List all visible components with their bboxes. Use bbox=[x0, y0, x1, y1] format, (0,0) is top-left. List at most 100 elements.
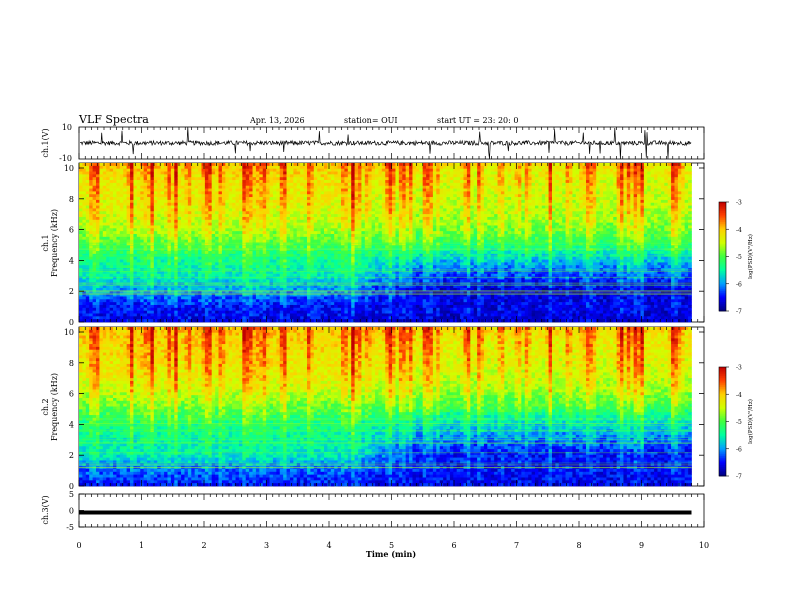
spectrogram-cell bbox=[330, 310, 335, 314]
spectrogram-cell bbox=[130, 279, 134, 283]
spectrogram-cell bbox=[361, 165, 366, 170]
spectrogram-cell bbox=[79, 242, 83, 246]
spectrogram-cell bbox=[160, 165, 165, 170]
spectrogram-cell bbox=[375, 219, 379, 223]
spectrogram-cell bbox=[283, 270, 287, 275]
spectrogram-cell bbox=[242, 180, 247, 184]
spectrogram-cell bbox=[303, 313, 308, 317]
spectrogram-cell bbox=[303, 197, 308, 201]
spectrogram-cell bbox=[89, 165, 93, 170]
spectrogram-cell bbox=[167, 163, 172, 167]
spectrogram-cell bbox=[259, 199, 264, 204]
spectrogram-cell bbox=[167, 299, 172, 303]
spectrogram-cell bbox=[167, 310, 172, 314]
spectrogram-cell bbox=[337, 194, 342, 198]
spectrogram-cell bbox=[378, 222, 383, 226]
spectrogram-cell bbox=[283, 214, 287, 218]
spectrogram-cell bbox=[378, 304, 383, 309]
spectrogram-cell bbox=[191, 239, 196, 243]
spectrogram-cell bbox=[211, 185, 216, 189]
spectrogram-cell bbox=[232, 188, 236, 192]
spectrogram-cell bbox=[96, 253, 100, 258]
spectrogram-cell bbox=[361, 225, 366, 229]
spectrogram-cell bbox=[320, 287, 325, 292]
spectrogram-cell bbox=[215, 259, 219, 263]
spectrogram-cell bbox=[317, 194, 321, 198]
spectrogram-cell bbox=[283, 304, 287, 309]
spectrogram-cell bbox=[371, 256, 376, 260]
spectrogram-cell bbox=[167, 219, 172, 223]
spectrogram-cell bbox=[313, 242, 318, 246]
spectrogram-cell bbox=[344, 202, 349, 206]
spectrogram-cell bbox=[347, 239, 352, 243]
spectrogram-cell bbox=[208, 208, 213, 212]
spectrogram-cell bbox=[232, 316, 236, 320]
spectrogram-cell bbox=[204, 171, 209, 175]
spectrogram-cell bbox=[123, 214, 127, 218]
spectrogram-cell bbox=[201, 199, 206, 204]
spectrogram-cell bbox=[334, 222, 338, 226]
spectrogram-cell bbox=[272, 293, 277, 297]
spectrogram-cell bbox=[249, 270, 253, 275]
spectrogram-cell bbox=[375, 285, 379, 289]
spectrogram-cell bbox=[119, 205, 124, 209]
spectrogram-cell bbox=[293, 188, 298, 192]
spectrogram-cell bbox=[364, 185, 369, 189]
spectrogram-cell bbox=[334, 219, 338, 223]
spectrogram-cell bbox=[235, 205, 240, 209]
spectrogram-cell bbox=[79, 165, 83, 170]
spectrogram-cell bbox=[341, 205, 345, 209]
spectrogram-cell bbox=[330, 316, 335, 320]
spectrogram-cell bbox=[123, 310, 127, 314]
spectrogram-cell bbox=[157, 313, 162, 317]
spectrogram-cell bbox=[269, 242, 274, 246]
spectrogram-cell bbox=[313, 296, 318, 300]
spectrogram-cell bbox=[381, 163, 386, 167]
spectrogram-cell bbox=[177, 287, 182, 292]
spectrogram-cell bbox=[358, 202, 362, 206]
spectrogram-cell bbox=[378, 313, 383, 317]
spectrogram-cell bbox=[228, 205, 233, 209]
spectrogram-cell bbox=[187, 316, 192, 320]
spectrogram-cell bbox=[317, 287, 321, 292]
spectrogram-cell bbox=[279, 299, 284, 303]
spectrogram-cell bbox=[147, 205, 151, 209]
spectrogram-cell bbox=[242, 208, 247, 212]
spectrogram-cell bbox=[116, 216, 121, 221]
spectrogram-cell bbox=[228, 296, 233, 300]
spectrogram-cell bbox=[92, 245, 97, 249]
spectrogram-cell bbox=[242, 174, 247, 178]
spectrogram-cell bbox=[150, 265, 155, 269]
spectrogram-cell bbox=[92, 208, 97, 212]
spectrogram-cell bbox=[375, 165, 379, 170]
spectrogram-cell bbox=[119, 310, 124, 314]
spectrogram-cell bbox=[191, 290, 196, 294]
spectrogram-cell bbox=[341, 262, 345, 266]
spectrogram-cell bbox=[286, 177, 291, 181]
spectrogram-cell bbox=[327, 199, 332, 204]
spectrogram-cell bbox=[221, 191, 226, 195]
spectrogram-cell bbox=[126, 208, 131, 212]
spectrogram-cell bbox=[116, 211, 121, 215]
spectrogram-cell bbox=[218, 276, 223, 280]
spectrogram-cell bbox=[228, 194, 233, 198]
spectrogram-cell bbox=[266, 180, 270, 184]
spectrogram-cell bbox=[221, 185, 226, 189]
spectrogram-cell bbox=[279, 304, 284, 309]
spectrogram-cell bbox=[164, 191, 168, 195]
spectrogram-cell bbox=[378, 174, 383, 178]
spectrogram-cell bbox=[167, 168, 172, 172]
spectrogram-cell bbox=[215, 168, 219, 172]
spectrogram-cell bbox=[191, 165, 196, 170]
spectrogram-cell bbox=[140, 214, 144, 218]
spectrogram-cell bbox=[218, 251, 223, 255]
spectrogram-cell bbox=[82, 214, 87, 218]
spectrogram-cell bbox=[364, 194, 369, 198]
spectrogram-cell bbox=[147, 194, 151, 198]
spectrogram-cell bbox=[344, 216, 349, 221]
spectrogram-cell bbox=[191, 202, 196, 206]
spectrogram-cell bbox=[215, 245, 219, 249]
spectrogram-cell bbox=[255, 211, 260, 215]
spectrogram-cell bbox=[191, 191, 196, 195]
spectrogram-cell bbox=[160, 231, 165, 235]
